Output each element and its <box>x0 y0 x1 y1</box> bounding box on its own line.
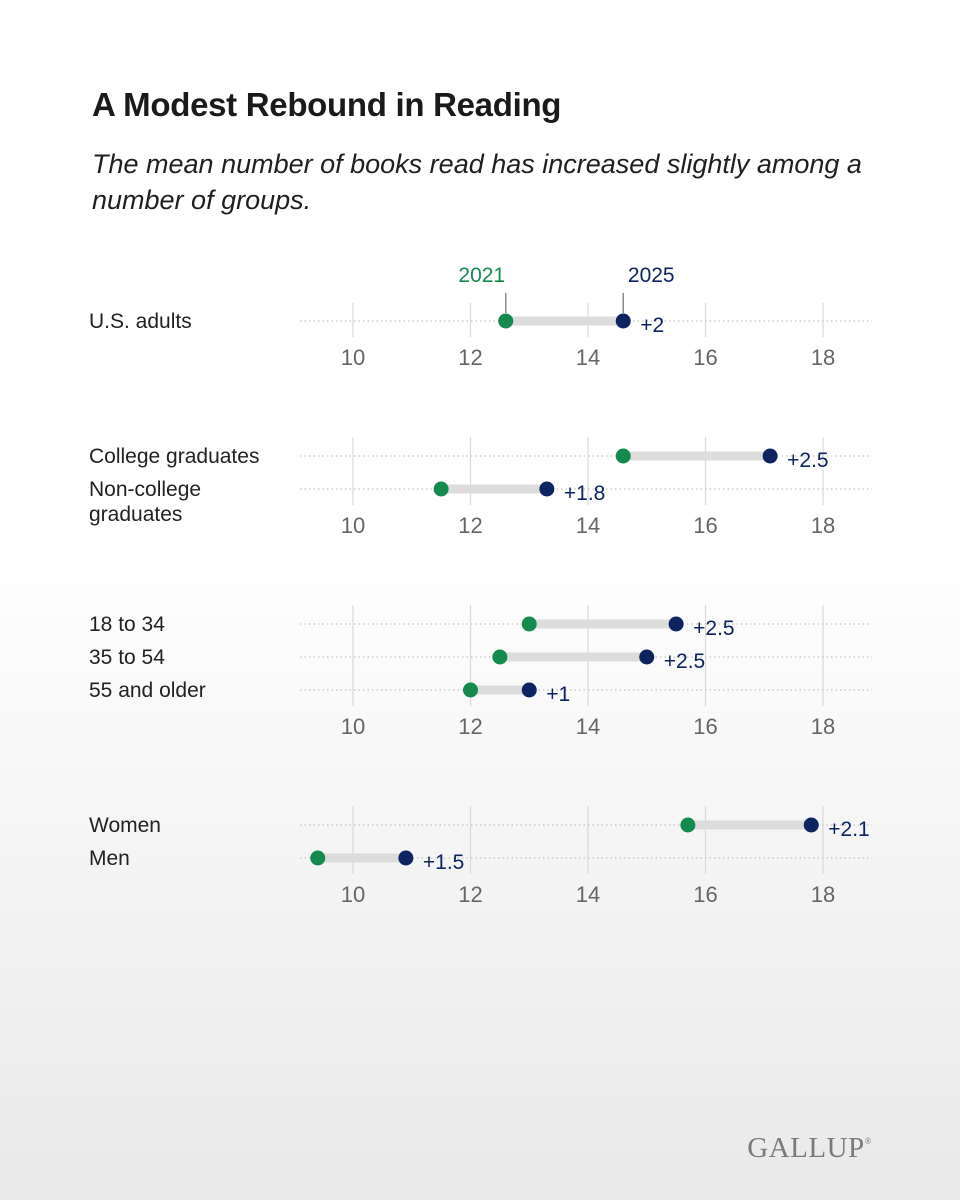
x-tick-label: 14 <box>576 513 600 538</box>
x-tick-label: 14 <box>576 714 600 739</box>
change-label: +2.5 <box>693 617 734 640</box>
dot-2021 <box>680 817 696 833</box>
x-tick-label: 16 <box>693 714 717 739</box>
row-label: Non-college <box>89 478 201 501</box>
dot-2021 <box>433 481 449 497</box>
row-label: graduates <box>89 503 182 526</box>
row-label: 55 and older <box>89 679 206 702</box>
dot-2021 <box>521 616 537 632</box>
dot-2025 <box>803 817 819 833</box>
gallup-logo: GALLUP® <box>747 1132 872 1164</box>
dot-2021 <box>463 682 478 698</box>
x-tick-label: 16 <box>693 345 717 370</box>
dot-2025 <box>668 616 684 632</box>
row-label: Men <box>89 847 130 870</box>
x-tick-label: 16 <box>693 513 717 538</box>
x-tick-label: 12 <box>458 345 482 370</box>
chart-subtitle: The mean number of books read has increa… <box>92 149 862 215</box>
x-tick-label: 18 <box>811 513 835 538</box>
chart-title: A Modest Rebound in Reading <box>92 86 562 123</box>
dot-2025 <box>639 649 655 665</box>
x-tick-label: 16 <box>693 882 717 907</box>
change-label: +2.5 <box>664 650 705 673</box>
change-label: +1.8 <box>564 482 605 505</box>
dot-2021 <box>492 649 508 665</box>
change-label: +1.5 <box>423 851 464 874</box>
dot-2025 <box>762 448 778 464</box>
x-tick-label: 18 <box>811 345 835 370</box>
row-label: U.S. adults <box>89 310 192 333</box>
dot-2021 <box>310 850 326 866</box>
x-tick-label: 12 <box>458 882 482 907</box>
x-tick-label: 14 <box>576 882 600 907</box>
x-tick-label: 18 <box>811 714 835 739</box>
change-label: +2.1 <box>828 818 869 841</box>
dot-2021 <box>615 448 631 464</box>
dot-2025 <box>615 313 631 329</box>
x-tick-label: 18 <box>811 882 835 907</box>
row-label: College graduates <box>89 445 259 468</box>
legend-label-2021: 2021 <box>458 264 505 287</box>
row-label: 18 to 34 <box>89 613 165 636</box>
x-tick-label: 10 <box>341 345 365 370</box>
x-tick-label: 12 <box>458 513 482 538</box>
x-tick-label: 10 <box>341 714 365 739</box>
x-tick-label: 10 <box>341 882 365 907</box>
legend-label-2025: 2025 <box>628 264 675 287</box>
x-tick-label: 12 <box>458 714 482 739</box>
x-tick-label: 10 <box>341 513 365 538</box>
row-label: 35 to 54 <box>89 646 165 669</box>
dot-2021 <box>498 313 514 329</box>
change-label: +2.5 <box>787 449 828 472</box>
dot-2025 <box>398 850 414 866</box>
dot-2025 <box>521 682 537 698</box>
change-label: +1 <box>546 683 570 706</box>
x-tick-label: 14 <box>576 345 600 370</box>
dot-2025 <box>539 481 555 497</box>
row-label: Women <box>89 814 161 837</box>
change-label: +2 <box>640 314 664 337</box>
